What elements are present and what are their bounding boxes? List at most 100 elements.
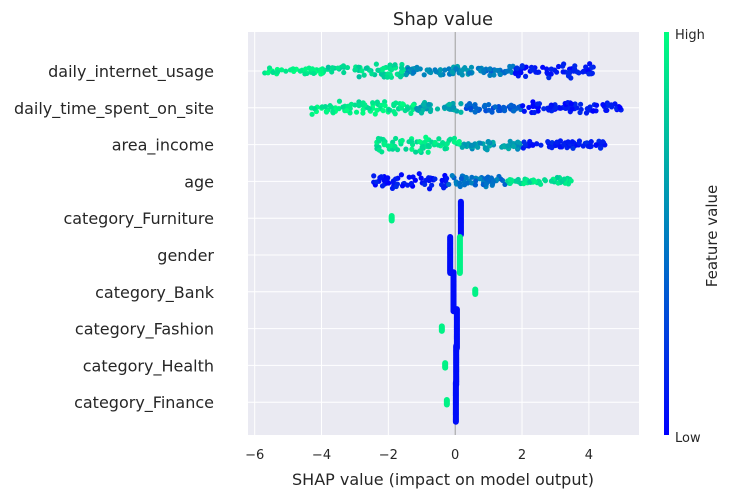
shap-point: [432, 176, 438, 182]
shap-point: [540, 64, 546, 70]
shap-point: [442, 364, 449, 371]
shap-point: [487, 72, 493, 78]
shap-point: [404, 182, 411, 188]
shap-point: [336, 106, 342, 112]
feature-label: gender: [157, 246, 214, 265]
shap-point: [309, 66, 315, 72]
shap-point: [265, 70, 271, 76]
shap-point: [442, 67, 448, 73]
shap-point: [475, 144, 481, 150]
shap-point: [577, 109, 583, 116]
shap-point: [549, 145, 555, 151]
shap-point: [530, 142, 536, 148]
shap-point: [363, 65, 369, 71]
shap-point: [394, 147, 401, 153]
shap-point: [419, 145, 425, 151]
shap-point: [459, 72, 465, 78]
shap-point: [572, 63, 578, 69]
shap-point: [439, 177, 445, 183]
shap-point: [360, 110, 366, 116]
shap-point: [433, 69, 439, 75]
feature-label: category_Furniture: [63, 209, 214, 229]
shap-point: [482, 146, 488, 152]
shap-point: [384, 74, 391, 80]
shap-point: [515, 139, 521, 145]
shap-point: [518, 70, 524, 76]
shap-point: [369, 71, 375, 77]
shap-point: [344, 64, 351, 71]
shap-point: [425, 149, 431, 155]
shap-point: [569, 106, 575, 112]
shap-point: [548, 66, 555, 72]
shap-point: [492, 67, 498, 73]
shap-point: [381, 142, 387, 148]
shap-point: [469, 174, 475, 180]
feature-label: daily_internet_usage: [48, 62, 214, 82]
shap-point: [283, 68, 289, 74]
shap-point: [490, 178, 497, 185]
shap-point: [318, 68, 324, 74]
shap-point: [477, 140, 483, 146]
shap-point: [504, 68, 510, 74]
shap-point: [527, 138, 533, 145]
shap-point: [538, 142, 544, 148]
shap-point: [376, 138, 382, 144]
shap-point: [449, 69, 456, 75]
shap-point: [541, 106, 547, 112]
shap-point: [379, 183, 386, 189]
shap-point: [544, 70, 550, 76]
shap-point: [560, 63, 566, 69]
colorbar-low-label: Low: [675, 431, 701, 446]
shap-point: [577, 101, 584, 107]
shap-point: [392, 62, 398, 68]
shap-point: [429, 182, 435, 188]
shap-point: [399, 101, 406, 107]
shap-point: [572, 101, 578, 107]
shap-point: [481, 67, 487, 74]
shap-point: [370, 100, 376, 106]
shap-point: [580, 143, 586, 149]
feature-labels: daily_internet_usage daily_time_spent_on_…: [14, 62, 215, 413]
shap-point: [303, 66, 309, 72]
shap-point: [379, 67, 385, 73]
shap-point: [485, 139, 492, 145]
shap-point: [554, 174, 560, 181]
shap-point: [309, 111, 315, 117]
shap-point: [587, 104, 593, 110]
shap-point: [340, 63, 347, 69]
shap-point: [443, 401, 450, 408]
shap-point: [322, 104, 328, 110]
shap-point: [423, 134, 429, 140]
shap-point: [545, 138, 551, 145]
chart-title: Shap value: [393, 9, 493, 30]
shap-point: [565, 139, 571, 145]
shap-point: [404, 106, 411, 112]
shap-point: [406, 139, 412, 145]
shap-point: [468, 64, 475, 70]
shap-point: [422, 139, 428, 145]
shap-point: [388, 143, 394, 149]
shap-point: [413, 149, 419, 155]
shap-point: [568, 101, 574, 107]
shap-point: [442, 146, 448, 152]
shap-point: [391, 103, 397, 109]
shap-point: [328, 104, 334, 110]
shap-point: [279, 67, 285, 73]
x-tick-label: −2: [379, 448, 398, 463]
shap-point: [416, 171, 422, 177]
shap-point: [460, 66, 467, 72]
shap-point: [359, 68, 365, 74]
shap-point: [465, 180, 471, 186]
shap-point: [438, 72, 444, 78]
shap-point: [561, 176, 567, 182]
shap-point: [481, 104, 487, 110]
shap-point: [555, 63, 562, 70]
shap-point: [438, 327, 445, 334]
shap-point: [366, 105, 372, 112]
shap-point: [526, 104, 532, 111]
shap-point: [440, 140, 446, 146]
shap-point: [507, 176, 513, 183]
shap-point: [382, 103, 388, 109]
shap-point: [416, 139, 423, 145]
shap-point: [441, 104, 448, 110]
